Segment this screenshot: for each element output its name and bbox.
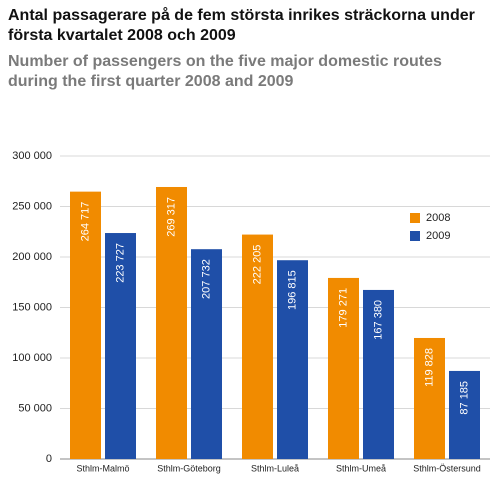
- y-tick-label: 200 000: [12, 251, 52, 263]
- value-label: 87 185: [458, 381, 470, 415]
- value-label: 196 815: [286, 270, 298, 310]
- legend-label: 2009: [426, 230, 450, 242]
- legend-swatch: [410, 213, 420, 223]
- value-label: 179 271: [337, 288, 349, 328]
- chart-subtitle: Number of passengers on the five major d…: [8, 53, 442, 90]
- bar: [156, 186, 187, 460]
- bar: [277, 260, 308, 459]
- bar: [191, 249, 222, 459]
- value-label: 222 205: [251, 245, 263, 285]
- y-tick-label: 100 000: [12, 352, 52, 364]
- value-label: 207 732: [200, 259, 212, 299]
- bar: [105, 233, 136, 459]
- x-tick-label: Sthlm-Östersund: [413, 463, 481, 473]
- x-tick-label: Sthlm-Göteborg: [157, 463, 221, 473]
- legend-swatch: [410, 231, 420, 241]
- bar: [70, 191, 101, 459]
- y-tick-label: 0: [46, 453, 52, 465]
- bar: [449, 370, 480, 459]
- x-tick-label: Sthlm-Luleå: [251, 463, 299, 473]
- value-label: 119 828: [423, 348, 435, 387]
- value-label: 167 380: [372, 300, 384, 340]
- x-tick-label: Sthlm-Umeå: [336, 463, 386, 473]
- value-label: 223 727: [114, 243, 126, 283]
- y-tick-label: 50 000: [18, 402, 52, 414]
- bar: [363, 289, 394, 459]
- y-tick-label: 250 000: [12, 200, 52, 212]
- legend-label: 2008: [426, 212, 450, 224]
- value-label: 264 717: [79, 202, 91, 242]
- bar: [242, 234, 273, 459]
- y-tick-label: 150 000: [12, 301, 52, 313]
- bar: [414, 337, 445, 459]
- chart-title: Antal passagerare på de fem största inri…: [8, 7, 475, 44]
- bar: [328, 277, 359, 459]
- value-label: 269 317: [165, 197, 177, 237]
- y-tick-label: 300 000: [12, 150, 52, 162]
- x-tick-label: Sthlm-Malmö: [76, 463, 129, 473]
